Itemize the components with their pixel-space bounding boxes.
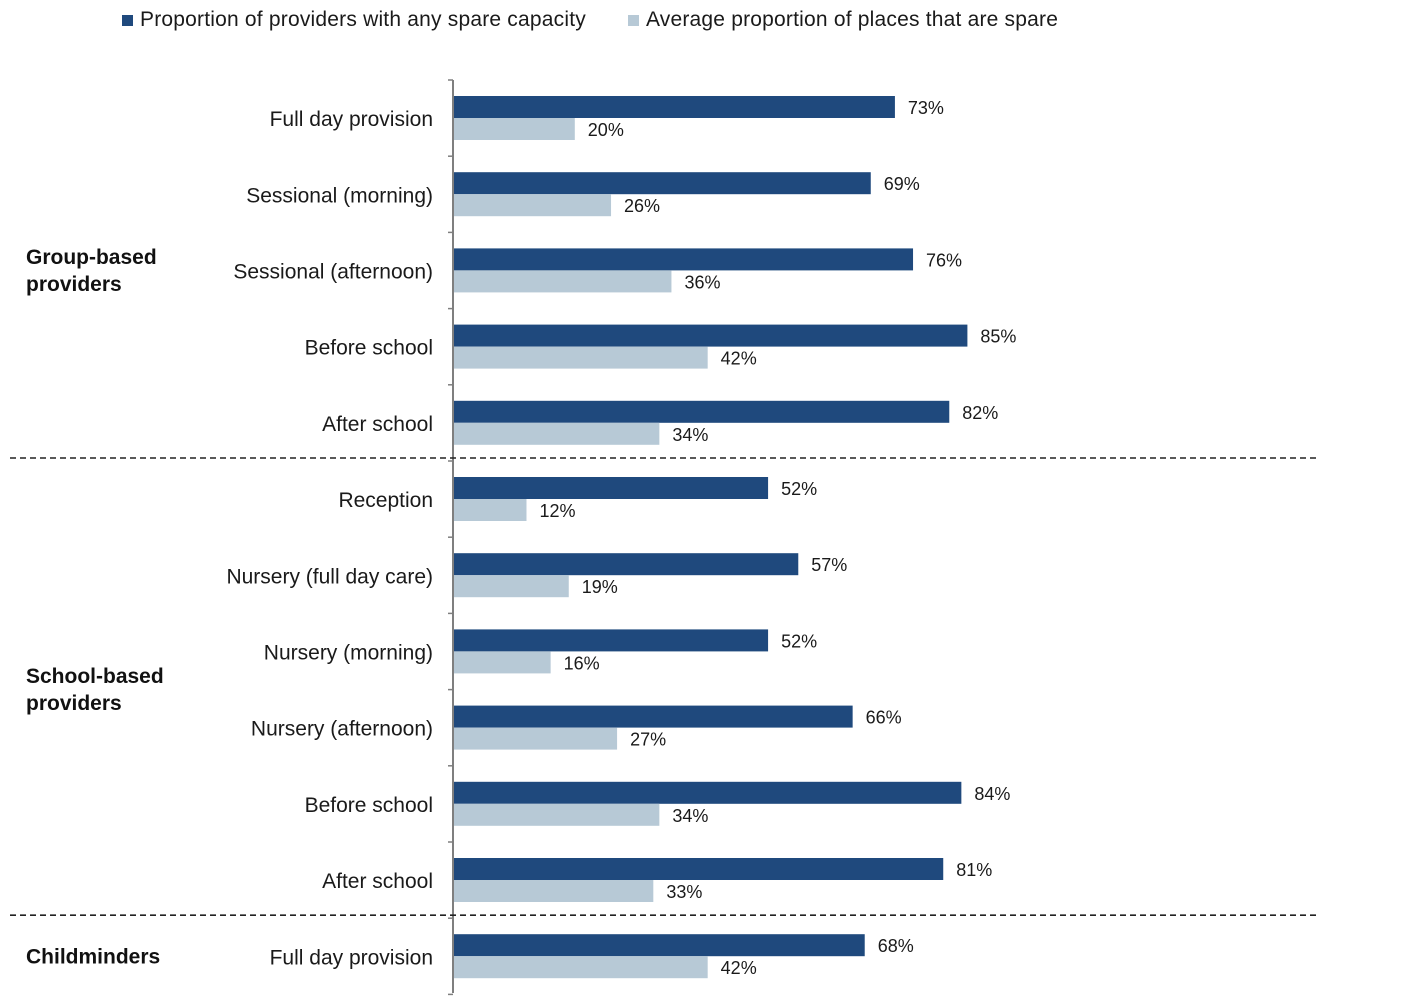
data-label-places-spare: 34% [672, 806, 708, 826]
legend-item-spare-capacity: Proportion of providers with any spare c… [122, 8, 586, 32]
bar-spare-capacity [454, 324, 968, 347]
data-label-spare-capacity: 66% [866, 708, 902, 728]
category-label: Nursery (full day care) [226, 565, 433, 588]
legend-swatch-spare-capacity [122, 14, 133, 26]
bar-places-spare [454, 499, 527, 521]
data-label-places-spare: 34% [672, 425, 708, 445]
legend-label-places-spare: Average proportion of places that are sp… [645, 8, 1059, 31]
category-label: Full day provision [270, 946, 433, 969]
legend-item-places-spare: Average proportion of places that are sp… [627, 8, 1059, 32]
bar-spare-capacity [454, 781, 962, 804]
category-label: Sessional (afternoon) [233, 261, 433, 284]
data-label-spare-capacity: 52% [781, 479, 817, 499]
data-label-places-spare: 36% [684, 272, 720, 292]
data-label-places-spare: 26% [624, 196, 660, 216]
category-label: Sessional (morning) [246, 184, 433, 207]
category-label: After school [322, 870, 433, 893]
bar-places-spare [454, 727, 618, 750]
bar-spare-capacity [454, 858, 944, 880]
data-label-places-spare: 16% [564, 653, 600, 673]
bar-spare-capacity [454, 705, 853, 728]
data-label-spare-capacity: 69% [884, 174, 920, 194]
data-label-places-spare: 33% [666, 882, 702, 902]
category-label: Reception [338, 489, 433, 512]
data-label-spare-capacity: 73% [908, 98, 944, 118]
bar-places-spare [454, 118, 575, 140]
data-label-places-spare: 19% [582, 577, 618, 597]
group-label: providers [26, 273, 122, 296]
data-label-spare-capacity: 68% [878, 936, 914, 956]
bar-spare-capacity [454, 172, 871, 195]
bar-places-spare [454, 422, 660, 445]
category-label: Nursery (morning) [264, 642, 433, 665]
group-label: Childminders [26, 945, 160, 968]
legend-label-spare-capacity: Proportion of providers with any spare c… [140, 8, 586, 31]
data-label-spare-capacity: 82% [962, 403, 998, 423]
bar-places-spare [454, 651, 551, 674]
data-label-spare-capacity: 57% [811, 555, 847, 575]
bar-places-spare [454, 270, 672, 293]
data-label-places-spare: 27% [630, 730, 666, 750]
legend-swatch-places-spare [627, 14, 639, 26]
data-label-places-spare: 20% [588, 120, 624, 140]
bar-spare-capacity [454, 553, 799, 576]
group-label: School-based [26, 665, 164, 688]
bar-spare-capacity [454, 248, 914, 271]
category-label: Nursery (afternoon) [251, 718, 433, 741]
bar-spare-capacity [454, 629, 769, 652]
category-label: Before school [305, 337, 433, 360]
data-label-places-spare: 12% [539, 501, 575, 521]
bar-spare-capacity [454, 96, 895, 118]
bar-places-spare [454, 880, 654, 902]
bar-spare-capacity [454, 400, 950, 423]
bar-places-spare [454, 803, 660, 826]
legend: Proportion of providers with any spare c… [122, 8, 1100, 32]
bar-spare-capacity [454, 934, 865, 957]
group-label: providers [26, 692, 122, 715]
data-label-spare-capacity: 84% [974, 784, 1010, 804]
bar-spare-capacity [454, 477, 769, 499]
data-label-spare-capacity: 52% [781, 631, 817, 651]
category-label: After school [322, 413, 433, 436]
data-label-spare-capacity: 81% [956, 860, 992, 880]
data-label-spare-capacity: 76% [926, 250, 962, 270]
bar-places-spare [454, 346, 708, 369]
bar-places-spare [454, 575, 569, 598]
bar-places-spare [454, 194, 612, 217]
category-label: Full day provision [270, 108, 433, 131]
category-label: Before school [305, 794, 433, 817]
data-label-places-spare: 42% [721, 958, 757, 978]
data-label-places-spare: 42% [721, 349, 757, 369]
group-label: Group-based [26, 246, 157, 269]
data-label-spare-capacity: 85% [980, 327, 1016, 347]
bar-places-spare [454, 956, 708, 979]
